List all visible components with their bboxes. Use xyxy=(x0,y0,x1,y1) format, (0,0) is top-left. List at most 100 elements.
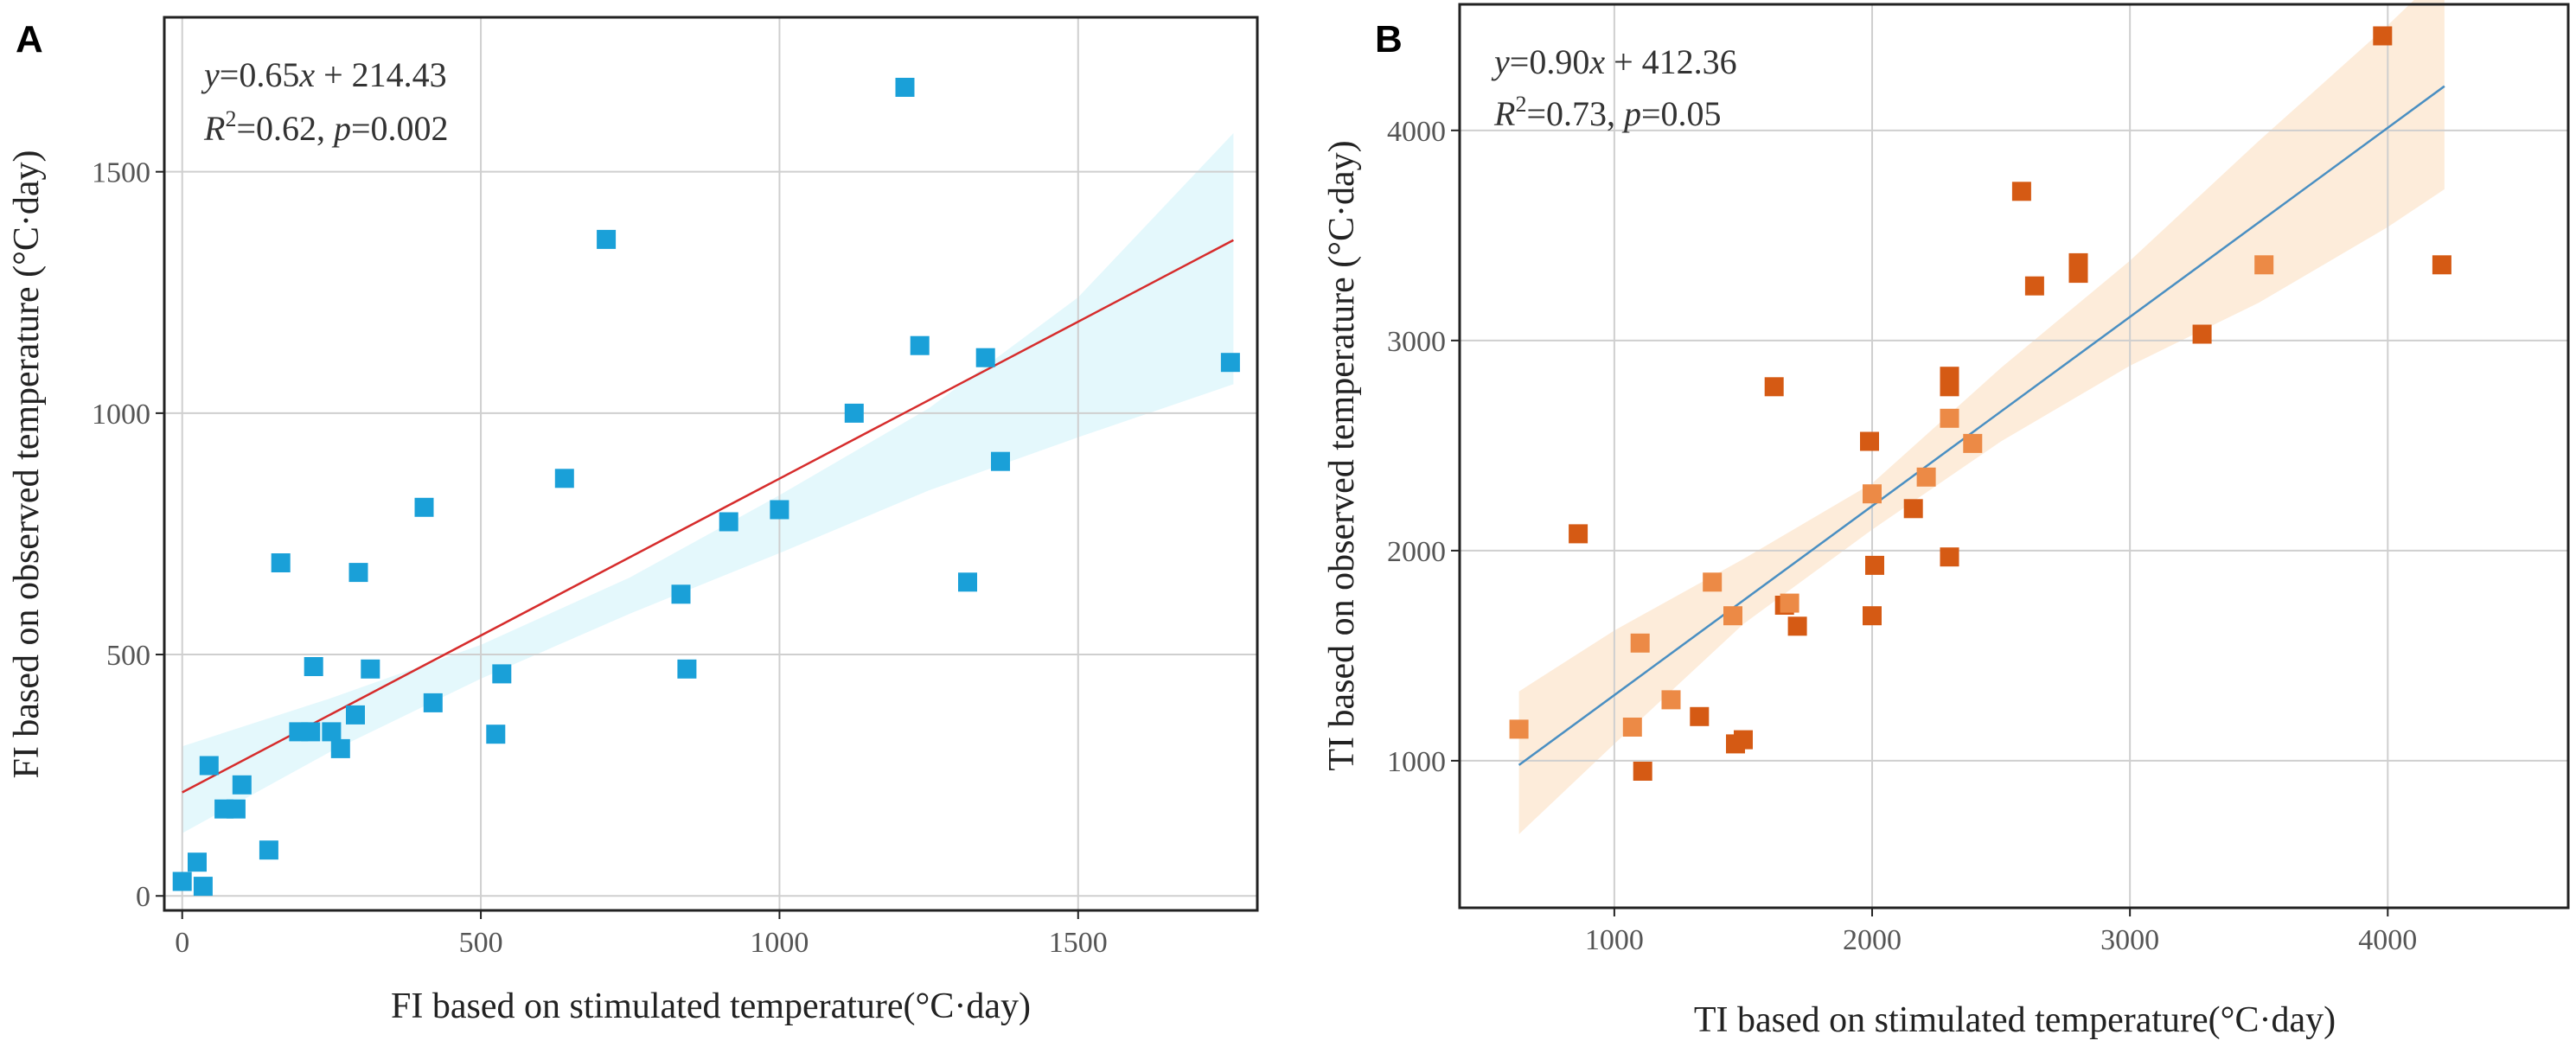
y-tick-label: 2000 xyxy=(1387,536,1446,568)
data-point xyxy=(2432,255,2451,275)
data-point xyxy=(1690,706,1710,726)
data-point xyxy=(770,500,789,520)
data-point xyxy=(172,871,192,891)
data-point xyxy=(423,693,443,712)
data-point xyxy=(991,451,1010,471)
data-point xyxy=(1916,467,1936,487)
data-point xyxy=(1764,377,1784,397)
plot-frame-a xyxy=(163,16,1259,912)
confidence-band xyxy=(1518,0,2445,834)
equation-a-line1: y=0.65x + 214.43 xyxy=(201,55,447,94)
gridlines-a xyxy=(156,17,1257,919)
data-point xyxy=(1940,547,1959,567)
data-point xyxy=(1569,524,1588,544)
data-point xyxy=(2192,324,2212,344)
y-tick-label: 1000 xyxy=(92,399,150,431)
y-axis-label-b: TI based on observed temperature (°C·day… xyxy=(1322,140,1362,770)
equation-a-line2: R2=0.62, p=0.002 xyxy=(203,106,449,148)
data-point xyxy=(1630,633,1650,653)
data-point xyxy=(1787,616,1807,636)
data-point xyxy=(226,799,246,819)
y-tick-label: 1000 xyxy=(1387,746,1446,778)
data-point xyxy=(1723,606,1742,626)
data-point xyxy=(486,725,506,744)
x-axis-label-a: FI based on stimulated temperature(°C·da… xyxy=(391,986,1031,1026)
confidence-band-b xyxy=(1518,0,2445,834)
y-tick-label: 500 xyxy=(106,640,150,672)
data-point xyxy=(414,497,434,517)
panel-b: B 1000 2000 3000 4000 1000 2000 3000 4000 y=0.… xyxy=(1322,0,2570,1040)
data-points-a xyxy=(172,78,1240,897)
data-point xyxy=(1863,484,1882,504)
data-point xyxy=(348,563,368,583)
regression-line xyxy=(1518,85,2445,766)
x-tick-label: 500 xyxy=(459,927,503,959)
data-point xyxy=(895,78,915,97)
data-point xyxy=(844,403,864,423)
y-tick-labels-a: 0 500 1000 1500 xyxy=(92,157,150,914)
y-tick-labels-b: 1000 2000 3000 4000 xyxy=(1387,116,1446,778)
data-point xyxy=(1940,367,1959,386)
data-point xyxy=(597,229,617,249)
data-point xyxy=(2373,26,2393,46)
data-point xyxy=(322,722,342,742)
data-point xyxy=(1220,353,1240,373)
confidence-band-a xyxy=(182,133,1234,833)
regression-line xyxy=(182,239,1234,794)
x-tick-label: 0 xyxy=(175,927,189,959)
x-tick-label: 1000 xyxy=(750,927,809,959)
data-point xyxy=(346,705,365,725)
panel-b-label: B xyxy=(1375,18,1403,61)
data-point xyxy=(271,553,291,572)
data-point xyxy=(330,738,350,758)
x-tick-label: 1500 xyxy=(1049,927,1108,959)
x-axis-label-b: TI based on stimulated temperature(°C·da… xyxy=(1694,1000,2336,1040)
y-axis-label-a: FI based on observed temperature (°C·day… xyxy=(7,150,47,778)
gridlines-b xyxy=(1451,4,2568,916)
x-tick-label: 3000 xyxy=(2100,924,2159,956)
data-point xyxy=(232,775,252,795)
x-tick-labels-b: 1000 2000 3000 4000 xyxy=(1585,924,2417,956)
panel-a-label: A xyxy=(16,18,43,61)
y-tick-label: 3000 xyxy=(1387,326,1446,358)
data-point xyxy=(671,584,691,604)
x-tick-label: 1000 xyxy=(1585,924,1644,956)
data-point xyxy=(492,664,512,684)
data-point xyxy=(1661,690,1681,710)
confidence-band xyxy=(182,133,1234,833)
data-point xyxy=(304,657,323,676)
data-point xyxy=(193,877,213,897)
data-point xyxy=(2254,255,2274,275)
data-point xyxy=(1863,606,1882,626)
plot-frame-b xyxy=(1458,3,2570,910)
fit-line-a xyxy=(182,239,1234,794)
data-point xyxy=(1633,762,1652,781)
equation-b-line2: R2=0.73, p=0.05 xyxy=(1493,92,1722,133)
data-point xyxy=(1734,730,1753,750)
data-point xyxy=(199,756,219,776)
y-tick-label: 0 xyxy=(136,881,150,913)
data-point xyxy=(719,512,738,532)
data-point xyxy=(958,572,977,592)
y-tick-label: 1500 xyxy=(92,157,150,189)
data-point xyxy=(301,722,321,742)
data-point xyxy=(2011,182,2031,201)
x-tick-labels-a: 0 500 1000 1500 xyxy=(175,927,1108,959)
data-point xyxy=(361,659,380,679)
data-point xyxy=(259,840,278,860)
data-point xyxy=(2024,276,2044,296)
data-point xyxy=(910,335,930,355)
data-point xyxy=(1509,719,1529,739)
data-point xyxy=(677,659,697,679)
data-point xyxy=(1940,408,1959,428)
x-tick-label: 2000 xyxy=(1843,924,1902,956)
data-point xyxy=(1963,433,1983,453)
data-points-b xyxy=(1509,26,2451,781)
data-point xyxy=(554,469,574,488)
fit-line-b xyxy=(1518,85,2445,766)
data-point xyxy=(2068,252,2088,272)
equation-b-line1: y=0.90x + 412.36 xyxy=(1491,42,1737,81)
data-point xyxy=(188,852,207,872)
data-point xyxy=(975,348,995,367)
